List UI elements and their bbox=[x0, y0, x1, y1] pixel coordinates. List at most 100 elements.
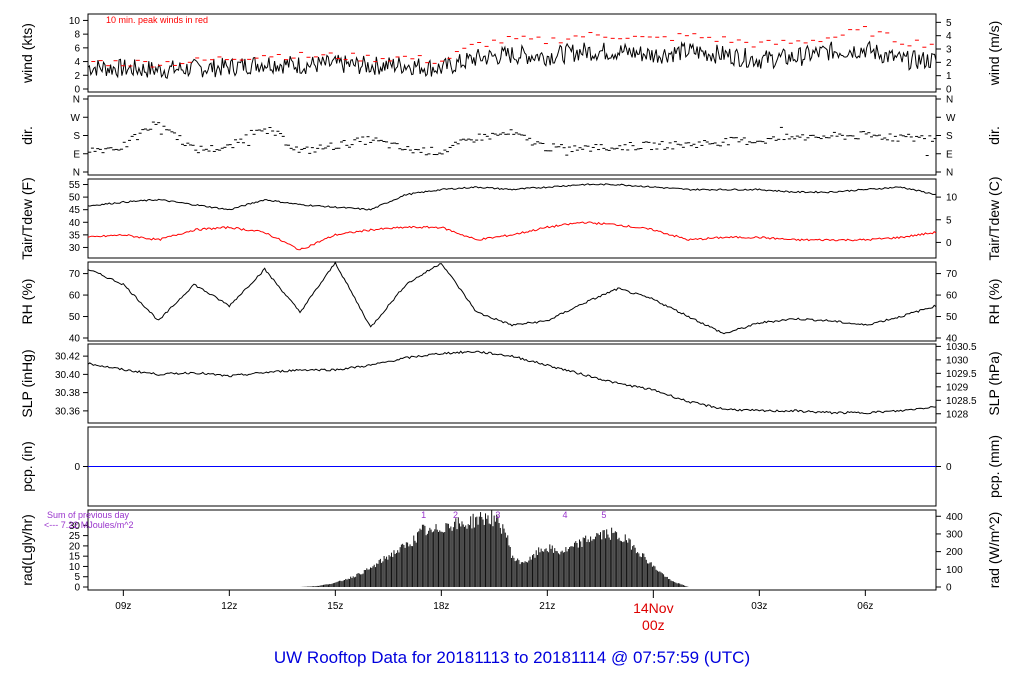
wind-annotation: 10 min. peak winds in red bbox=[106, 15, 208, 25]
panel-2-right-tick-label: N bbox=[946, 95, 953, 106]
panel-5-right-tick-label: 1029.5 bbox=[946, 369, 977, 380]
panel-7-left-tick-label: 15 bbox=[69, 552, 81, 563]
panel-3-frame bbox=[87, 178, 937, 259]
panel-3-left-tick-label: 50 bbox=[69, 193, 81, 204]
panel-1-left-tick-label: 10 bbox=[69, 16, 81, 27]
panel-6-ylabel-right: pcp. (mm) bbox=[986, 435, 1002, 498]
panel-4-right-tick-label: 40 bbox=[946, 334, 958, 345]
panel-3-right-tick-label: 10 bbox=[946, 193, 958, 204]
panel-2-left-tick-label: S bbox=[73, 131, 80, 142]
panel-2-left-tick-label: E bbox=[73, 149, 80, 160]
panel-7-right-tick-label: 100 bbox=[946, 565, 963, 576]
panel-7-right-tick-label: 300 bbox=[946, 529, 963, 540]
panel-4-left-tick-label: 60 bbox=[69, 291, 81, 302]
wind-speed-line bbox=[87, 40, 937, 79]
panel-1-frame bbox=[87, 13, 937, 93]
panel-2-ylabel-right: dir. bbox=[986, 126, 1002, 145]
panel-3-ylabel-left: Tair/Tdew (F) bbox=[19, 177, 35, 259]
radiation-marker-1: 1 bbox=[421, 510, 426, 520]
relative-humidity-line bbox=[87, 261, 937, 335]
figure-title: UW Rooftop Data for 20181113 to 20181114… bbox=[273, 648, 751, 667]
panel-3-left-tick-label: 55 bbox=[69, 180, 81, 191]
time-axis-label: 06z bbox=[857, 601, 873, 612]
panel-7-right-tick-label: 200 bbox=[946, 547, 963, 558]
radiation-note-line-2: <--- 7.22 MJoules/m^2 bbox=[44, 520, 134, 530]
panel-4-right-tick-label: 60 bbox=[946, 291, 958, 302]
radiation-marker-5: 5 bbox=[601, 510, 606, 520]
panel-2-right-tick-label: N bbox=[946, 168, 953, 179]
panel-7-left-tick-label: 5 bbox=[74, 572, 80, 583]
time-axis-label: 12z bbox=[221, 601, 237, 612]
panel-1-ylabel-right: wind (m/s) bbox=[986, 21, 1002, 87]
panel-2-left-tick-label: W bbox=[71, 113, 81, 124]
panel-1-right-tick-label: 0 bbox=[946, 85, 952, 96]
panel-7-left-tick-label: 30 bbox=[69, 521, 81, 532]
time-axis-label: 18z bbox=[433, 601, 449, 612]
time-axis-day-label: 14Nov bbox=[633, 600, 673, 616]
sea-level-pressure-line bbox=[87, 350, 937, 415]
panel-5-frame bbox=[87, 343, 937, 424]
panel-3-left-tick-label: 40 bbox=[69, 218, 81, 229]
panel-4-left-tick-label: 70 bbox=[69, 269, 81, 280]
panel-4-left-tick-label: 50 bbox=[69, 312, 81, 323]
dewpoint-line bbox=[87, 221, 937, 251]
radiation-marker-3: 3 bbox=[495, 510, 500, 520]
panel-3-right-tick-label: 5 bbox=[946, 215, 952, 226]
panel-7-left-tick-label: 0 bbox=[74, 583, 80, 594]
time-axis-label: 15z bbox=[327, 601, 343, 612]
panel-7-right-tick-label: 400 bbox=[946, 512, 963, 523]
panel-2-ylabel-left: dir. bbox=[19, 126, 35, 145]
panel-3-left-tick-label: 30 bbox=[69, 243, 81, 254]
panel-1-right-tick-label: 5 bbox=[946, 18, 952, 29]
time-axis-label: 03z bbox=[751, 601, 767, 612]
panel-7-ylabel-right: rad (W/m^2) bbox=[986, 512, 1002, 589]
panel-1-right-tick-label: 4 bbox=[946, 31, 952, 42]
panel-7-frame bbox=[87, 509, 937, 591]
time-axis-day-hour: 00z bbox=[642, 617, 665, 633]
radiation-note-line-1: Sum of previous day bbox=[47, 510, 130, 520]
panel-1-right-tick-label: 3 bbox=[946, 45, 952, 56]
panel-7-left-tick-label: 10 bbox=[69, 562, 81, 573]
panel-5-right-tick-label: 1028 bbox=[946, 409, 969, 420]
panel-7-left-tick-label: 20 bbox=[69, 541, 81, 552]
panel-2-right-tick-label: S bbox=[946, 131, 953, 142]
panel-3-ylabel-right: Tair/Tdew (C) bbox=[986, 176, 1002, 260]
panel-1-left-tick-label: 8 bbox=[74, 30, 80, 41]
panel-7-left-tick-label: 25 bbox=[69, 531, 81, 542]
panel-5-ylabel-left: SLP (inHg) bbox=[19, 349, 35, 417]
panel-5-right-tick-label: 1030.5 bbox=[946, 342, 977, 353]
time-axis-label: 09z bbox=[115, 601, 131, 612]
radiation-marker-4: 4 bbox=[562, 510, 567, 520]
panel-5-left-tick-label: 30.38 bbox=[55, 388, 80, 399]
panel-1-left-tick-label: 6 bbox=[74, 43, 80, 54]
panel-3-left-tick-label: 45 bbox=[69, 205, 81, 216]
panel-5-left-tick-label: 30.42 bbox=[55, 352, 80, 363]
panel-7-ylabel-left: rad(Lgly/hr) bbox=[19, 514, 35, 586]
panel-4-ylabel-right: RH (%) bbox=[986, 279, 1002, 325]
panel-5-left-tick-label: 30.40 bbox=[55, 370, 80, 381]
panel-1-left-tick-label: 2 bbox=[74, 71, 80, 82]
panel-4-right-tick-label: 70 bbox=[946, 269, 958, 280]
time-axis-label: 21z bbox=[539, 601, 555, 612]
panel-2-left-tick-label: N bbox=[73, 95, 80, 106]
panel-4-frame bbox=[87, 261, 937, 342]
panel-5-right-tick-label: 1029 bbox=[946, 382, 969, 393]
panel-4-ylabel-left: RH (%) bbox=[19, 279, 35, 325]
panel-6-ylabel-left: pcp. (in) bbox=[19, 441, 35, 492]
panel-1-ylabel-left: wind (kts) bbox=[19, 23, 35, 84]
panel-6-right-tick-label: 0 bbox=[946, 462, 952, 473]
panel-3-right-tick-label: 0 bbox=[946, 238, 952, 249]
panel-5-ylabel-right: SLP (hPa) bbox=[986, 351, 1002, 415]
panel-2-right-tick-label: W bbox=[946, 113, 956, 124]
panel-2-right-tick-label: E bbox=[946, 149, 953, 160]
panel-1-right-tick-label: 1 bbox=[946, 71, 952, 82]
panel-7-right-tick-label: 0 bbox=[946, 583, 952, 594]
air-temperature-line bbox=[87, 183, 937, 211]
panel-2-left-tick-label: N bbox=[73, 168, 80, 179]
panel-6-left-tick-label: 0 bbox=[74, 462, 80, 473]
panel-5-right-tick-label: 1030 bbox=[946, 355, 969, 366]
panel-1-left-tick-label: 4 bbox=[74, 57, 80, 68]
panel-3-left-tick-label: 35 bbox=[69, 230, 81, 241]
panel-1-right-tick-label: 2 bbox=[946, 58, 952, 69]
